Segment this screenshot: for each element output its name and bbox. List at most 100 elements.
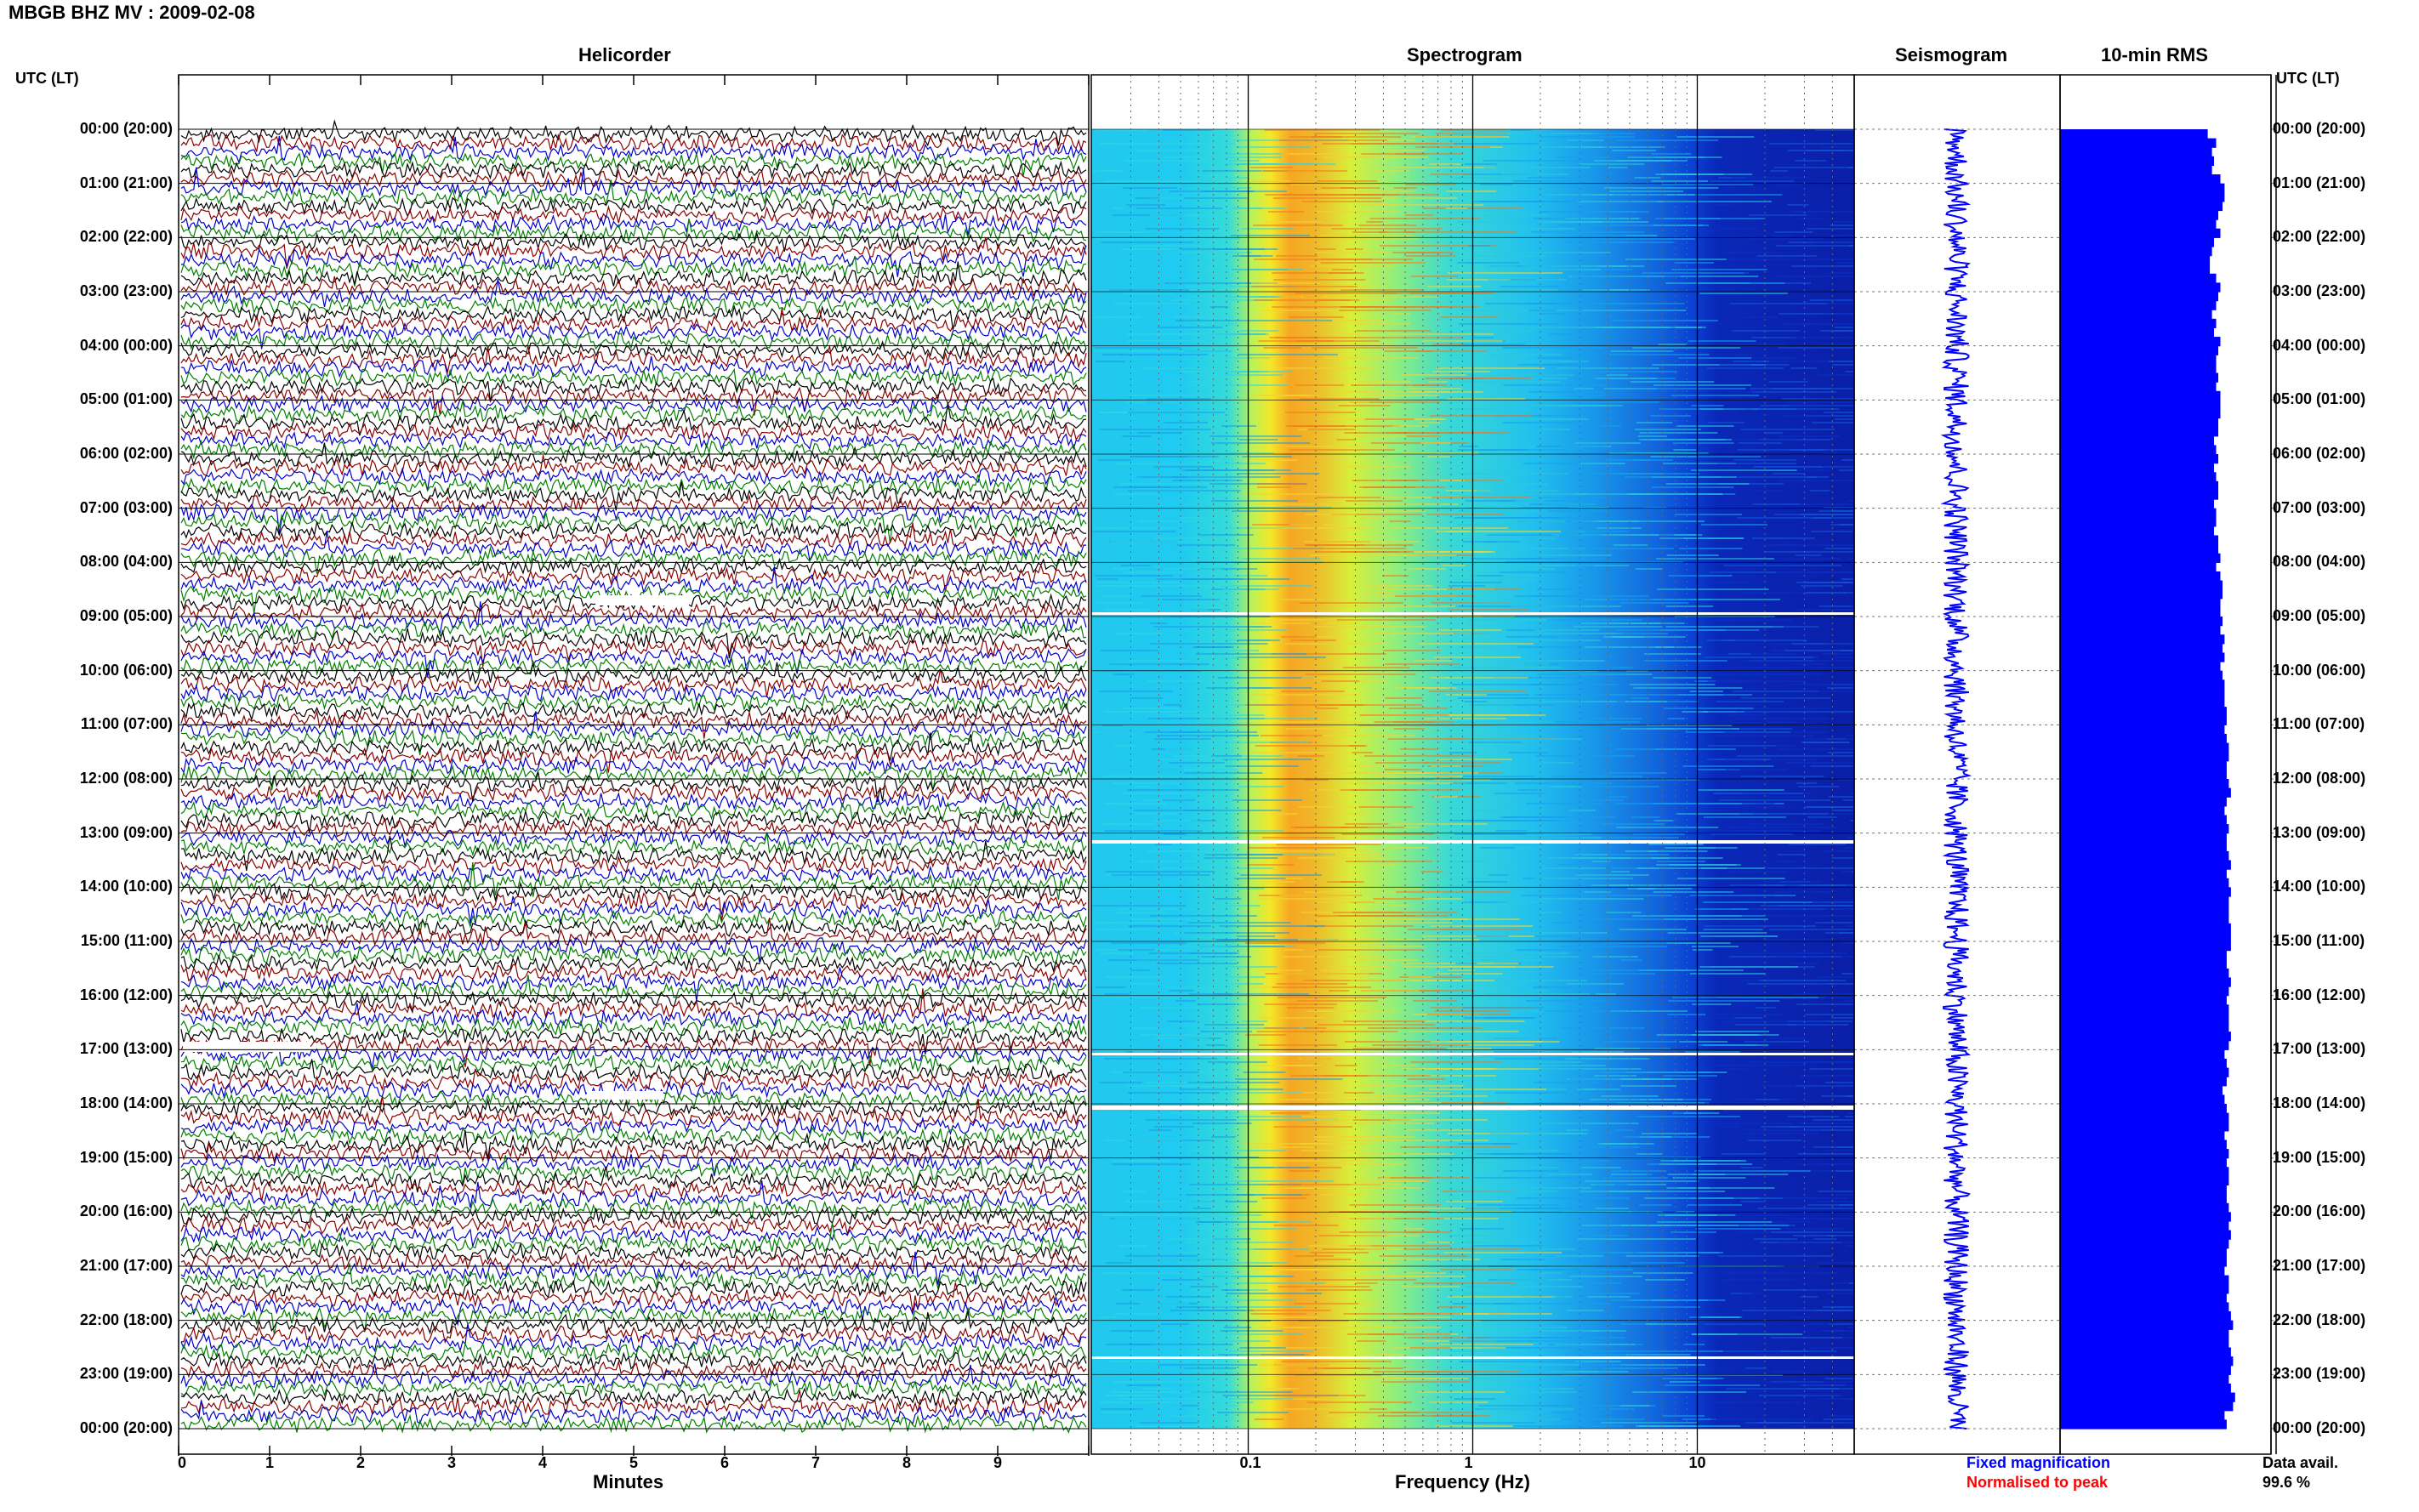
spectrogram-streak [1836, 313, 1854, 315]
rms-bar [2060, 607, 2221, 617]
spectrogram-streak [1543, 364, 1588, 366]
spectrogram-streak [1726, 1388, 1839, 1390]
spectrogram-streak [1469, 820, 1569, 821]
spectrogram-streak [1431, 1044, 1534, 1046]
spectrogram-streak [1183, 1367, 1237, 1369]
spectrogram-streak [1333, 238, 1418, 240]
spectrogram-streak [1459, 381, 1561, 383]
spectrogram-streak [1209, 1306, 1304, 1308]
spectrogram-streak [1426, 286, 1482, 287]
rms-bar [2060, 390, 2221, 401]
spectrogram-streak [1441, 1102, 1508, 1104]
spectrogram-streak [1724, 731, 1829, 733]
spectrogram-streak [1668, 575, 1733, 577]
spectrogram-streak [1809, 490, 1830, 492]
spectrogram-streak [1606, 374, 1628, 376]
spectrogram-streak [1452, 782, 1507, 784]
spectrogram-streak [1734, 1024, 1796, 1026]
spectrogram-streak [1598, 371, 1677, 372]
spectrogram-streak [1433, 657, 1521, 658]
spectrogram-streak [1569, 895, 1672, 896]
spectrogram-streak [1530, 1337, 1625, 1339]
spectrogram-streak [1091, 731, 1171, 733]
spectrogram-streak [1459, 446, 1478, 447]
spectrogram-streak [1813, 1119, 1854, 1121]
spectrogram-streak [1776, 956, 1854, 958]
spectrogram-streak [1473, 1245, 1543, 1247]
spectrogram-streak [1430, 173, 1471, 175]
spectrogram-streak [1834, 327, 1854, 328]
spectrogram-streak [1445, 490, 1491, 492]
spectrogram-streak [1608, 884, 1633, 886]
spectrogram-streak [1512, 1187, 1591, 1189]
spectrogram-streak [1346, 500, 1403, 502]
spectrogram-streak [1101, 776, 1195, 777]
spectrogram-streak [1273, 279, 1366, 281]
spectrogram-streak [1574, 854, 1608, 855]
time-label: 05:00 (01:00) [2273, 390, 2366, 408]
spectrogram-streak [1639, 1425, 1740, 1427]
spectrogram-streak [1792, 963, 1819, 964]
spectrogram-streak [1276, 1099, 1386, 1100]
spectrogram-streak [1329, 966, 1392, 968]
spectrogram-streak [1363, 486, 1446, 488]
spectrogram-streak [1357, 1378, 1439, 1379]
spectrogram-streak [1736, 517, 1832, 519]
spectrogram-streak [1096, 602, 1144, 604]
spectrogram-streak [1294, 1255, 1334, 1257]
rms-bar [2060, 264, 2211, 275]
rms-bar [2060, 968, 2229, 979]
spectrogram-streak [1528, 1340, 1591, 1342]
spectrogram-streak [1653, 677, 1712, 679]
helicorder-trace [180, 1098, 1087, 1119]
spectrogram-streak [1704, 657, 1814, 658]
spectrogram-streak [1301, 677, 1351, 679]
spectrogram-streak [1446, 190, 1497, 192]
spectrogram-streak [1104, 1058, 1218, 1060]
rms-bar [2060, 1077, 2227, 1087]
helicorder-trace [180, 746, 1087, 773]
time-label: 16:00 (12:00) [2273, 986, 2366, 1003]
spectrogram-streak [1516, 558, 1605, 560]
spectrogram-streak [1206, 1044, 1226, 1046]
spectrogram-streak [1852, 871, 1854, 873]
spectrogram-streak [1345, 1041, 1431, 1043]
spectrogram-streak [1235, 146, 1312, 148]
spectrogram-streak [1740, 429, 1836, 430]
spectrogram-streak [1446, 531, 1562, 532]
spectrogram-streak [1101, 242, 1193, 243]
spectrogram-streak [1093, 350, 1153, 352]
spectrogram-streak [1802, 323, 1840, 325]
spectrogram-streak [1477, 694, 1530, 696]
spectrogram-streak [1327, 881, 1357, 883]
spectrogram-streak [1749, 214, 1807, 216]
spectrogram-streak [1506, 1330, 1598, 1332]
spectrogram-streak [1796, 1163, 1854, 1165]
spectrogram-streak [1440, 1269, 1513, 1270]
spectrogram-streak [1503, 384, 1608, 386]
rms-bar [2060, 1022, 2229, 1032]
spectrogram-streak [1101, 1214, 1196, 1216]
spectrogram-streak [1199, 568, 1258, 570]
spectrogram-streak [1584, 1180, 1699, 1182]
spectrogram-streak [1170, 1310, 1254, 1311]
rms-bar [2060, 1140, 2227, 1150]
helicorder-trace [180, 771, 1087, 803]
spectrogram-streak [1666, 1187, 1775, 1189]
spectrogram-streak [1824, 548, 1854, 549]
spectrogram-streak [1824, 932, 1854, 934]
spectrogram-streak [1578, 201, 1664, 202]
spectrogram-streak [1437, 1344, 1534, 1345]
rms-bar [2060, 508, 2217, 518]
spectrogram-streak [1431, 1415, 1477, 1417]
spectrogram-streak [1261, 310, 1289, 311]
spectrogram-streak [1571, 857, 1670, 859]
spectrogram-streak [1248, 1146, 1318, 1148]
spectrogram-streak [1579, 238, 1695, 240]
spectrogram-streak [1657, 861, 1705, 862]
spectrogram-streak [1462, 776, 1535, 777]
spectrogram-streak [1751, 337, 1796, 338]
time-label: 00:00 (20:00) [79, 120, 173, 137]
helicorder-trace [180, 1324, 1087, 1344]
spectrogram-streak [1593, 133, 1635, 134]
